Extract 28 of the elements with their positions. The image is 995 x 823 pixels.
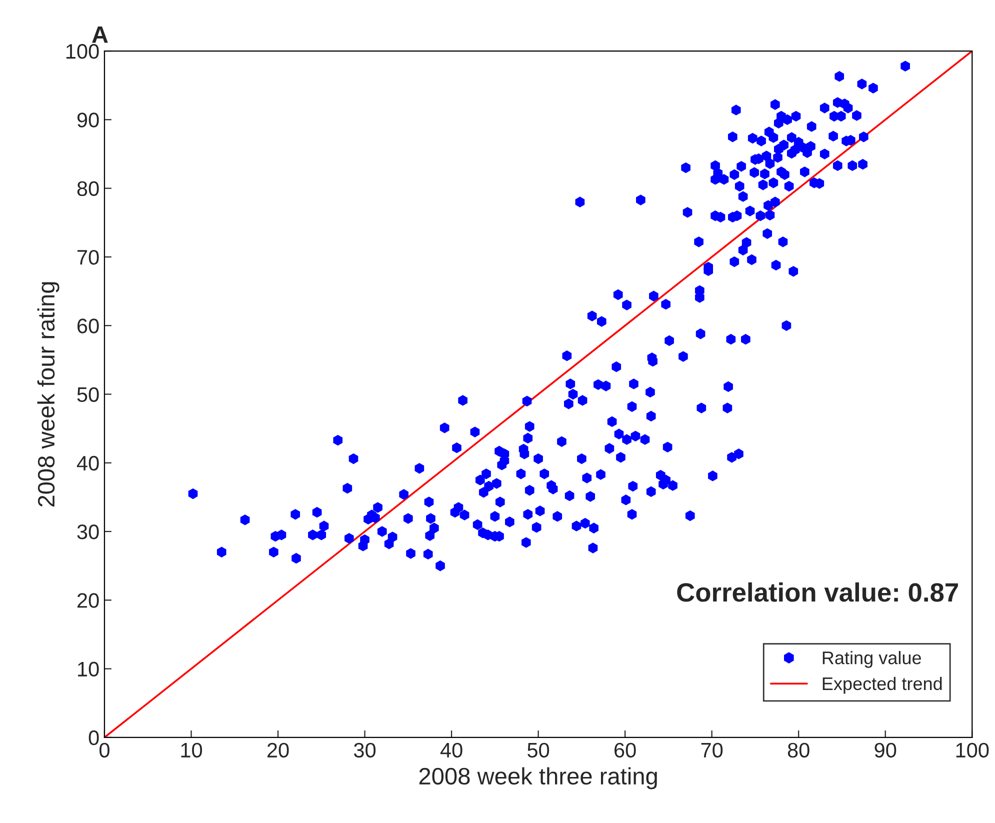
- y-tick-label: 70: [78, 250, 99, 265]
- x-tick-label: 30: [354, 742, 376, 758]
- x-tick-label: 80: [788, 742, 810, 758]
- y-axis-title: 2008 week four rating: [37, 282, 60, 507]
- annotation: Correlation value: 0.87: [677, 582, 958, 602]
- x-tick-label: 40: [440, 742, 462, 758]
- chart-title: A: [92, 26, 108, 43]
- x-tick-label: 50: [528, 742, 550, 758]
- legend-label: Rating value: [822, 651, 921, 668]
- y-tick-label: 50: [77, 387, 99, 402]
- x-tick-label: 100: [956, 742, 989, 758]
- x-tick-label: 0: [99, 742, 110, 758]
- x-tick-label: 10: [181, 742, 202, 758]
- x-axis-title: 2008 week three rating: [419, 767, 657, 790]
- x-tick-label: 20: [267, 742, 289, 758]
- y-tick-label: 20: [77, 593, 99, 608]
- y-tick-label: 100: [66, 44, 99, 59]
- x-tick-label: 90: [874, 742, 896, 758]
- y-tick-label: 0: [88, 730, 99, 746]
- y-tick-label: 10: [78, 662, 99, 677]
- y-tick-label: 60: [78, 318, 99, 334]
- x-tick-label: 60: [614, 742, 636, 758]
- y-tick-label: 80: [77, 181, 99, 196]
- y-tick-label: 40: [76, 456, 99, 471]
- legend-label: Expected trend: [822, 676, 942, 694]
- y-tick-label: 90: [77, 112, 99, 128]
- y-tick-label: 30: [77, 524, 99, 540]
- x-tick-label: 70: [701, 742, 723, 758]
